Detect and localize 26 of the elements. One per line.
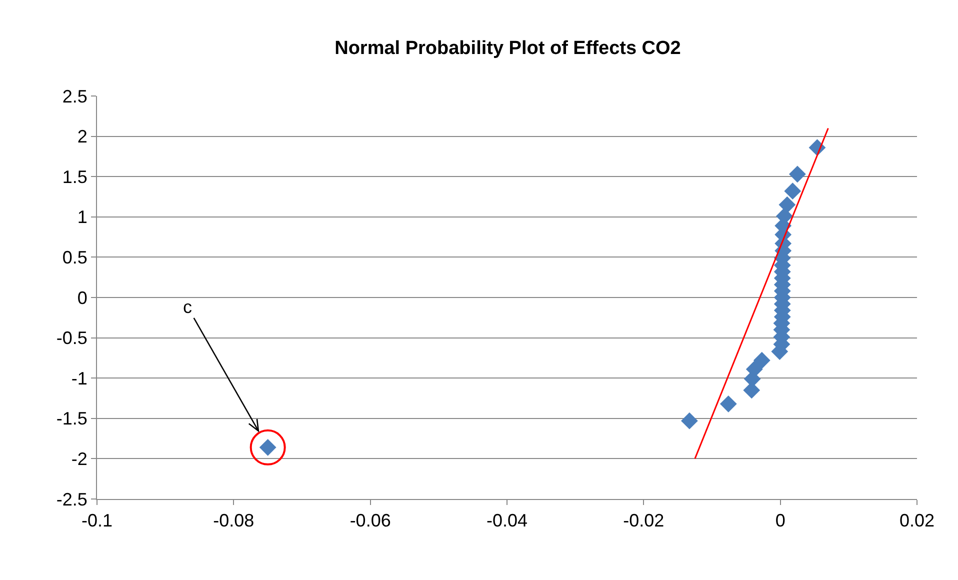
x-tick-label: -0.02 [623,510,664,531]
x-tick-label: -0.08 [213,510,254,531]
y-tick-label: 1.5 [62,166,88,187]
y-tick-label: 1 [77,207,88,228]
x-tick-label: -0.04 [486,510,528,531]
y-tick-label: -0.5 [56,328,88,348]
annotation: c [183,297,192,317]
point [720,395,737,412]
y-tick-label: -1 [71,368,88,388]
x-tick-label: 0.02 [899,510,935,531]
chart-title: Normal Probability Plot of Effects CO2 [334,38,681,59]
y-tick-label: 0 [77,288,88,308]
y-tick-label: -2 [71,449,88,469]
x-tick-label: -0.06 [350,510,391,531]
point [778,196,796,214]
y-tick-label: 0.5 [62,248,88,268]
y-tick-label: -2.5 [56,489,88,510]
point [681,412,698,430]
point [753,352,770,369]
y-tick-label: 2.5 [62,86,88,106]
point [784,182,802,200]
point [788,166,806,183]
y-tick-label: 2 [77,126,88,147]
x-tick-label: 0 [775,510,786,531]
x-tick-label: -0.1 [81,510,113,531]
y-tick-label: -1.5 [56,408,88,429]
